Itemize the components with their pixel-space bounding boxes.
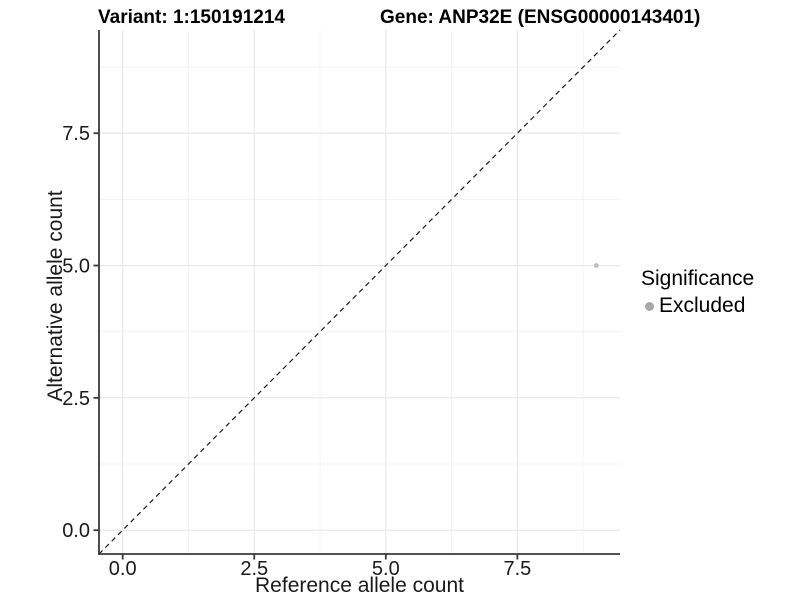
legend-title: Significance bbox=[641, 267, 755, 290]
y-tick-label: 5.0 bbox=[62, 256, 90, 278]
x-tick-label: 2.5 bbox=[240, 558, 268, 580]
y-tick-label: 0.0 bbox=[62, 520, 90, 542]
x-tick-label: 5.0 bbox=[372, 558, 400, 580]
legend: Significance Excluded bbox=[641, 267, 754, 318]
x-axis-title: Reference allele count bbox=[255, 574, 464, 597]
legend-point-icon bbox=[645, 301, 654, 311]
legend-item-label: Excluded bbox=[659, 294, 746, 317]
y-tick-label: 7.5 bbox=[62, 123, 90, 145]
y-tick-label: 2.5 bbox=[62, 388, 90, 410]
plot-title-gene: Gene: ANP32E (ENSG00000143401) bbox=[380, 7, 701, 28]
plot-title-variant: Variant: 1:150191214 bbox=[98, 7, 285, 28]
x-tick-label: 7.5 bbox=[503, 558, 531, 580]
x-tick-label: 0.0 bbox=[109, 558, 137, 580]
identity-reference-line bbox=[98, 29, 621, 555]
legend-item-excluded: Excluded bbox=[641, 294, 754, 318]
data-point bbox=[593, 263, 599, 268]
y-axis-title: Alternative allele count bbox=[44, 190, 67, 402]
